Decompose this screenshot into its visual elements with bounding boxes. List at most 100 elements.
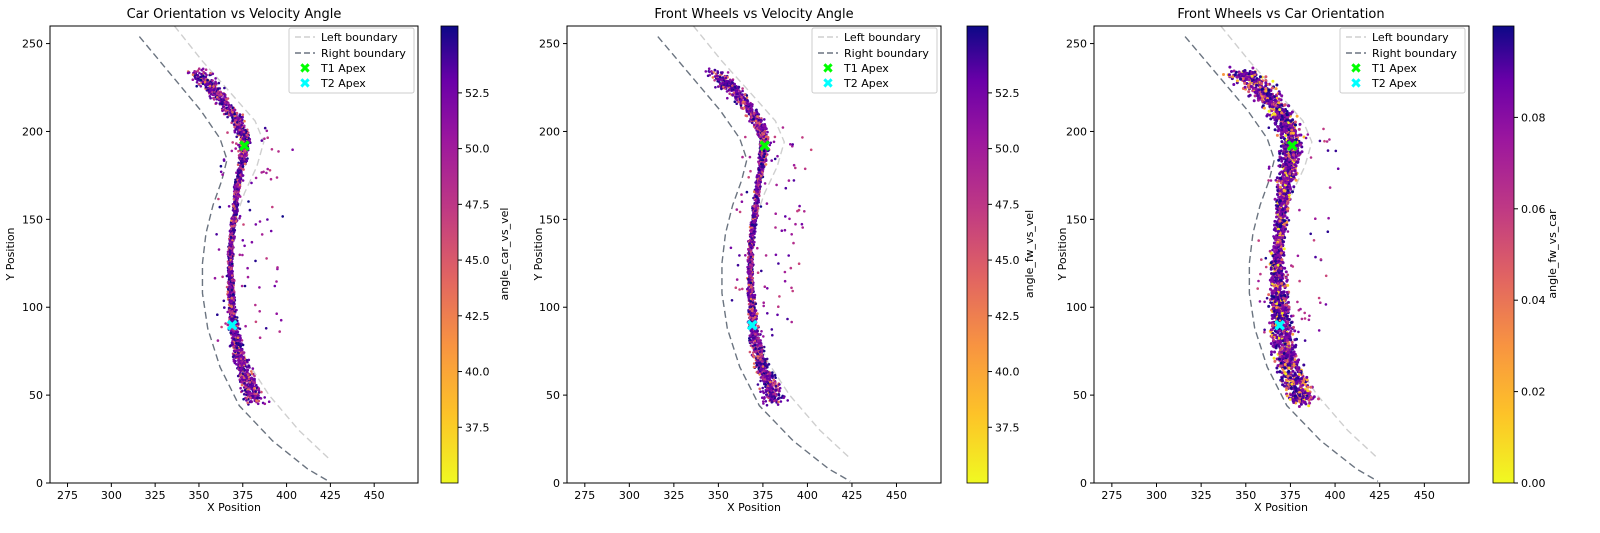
scatter-point (260, 139, 264, 142)
scatter-point (790, 233, 793, 236)
scatter-point (729, 246, 733, 250)
scatter-point (219, 164, 223, 168)
scatter-point (770, 374, 774, 378)
t1-apex-marker: ✖ (238, 137, 251, 156)
scatter-point (720, 87, 723, 91)
scatter-point (753, 227, 757, 230)
y-tick-label: 100 (539, 301, 560, 314)
scatter-point (745, 190, 749, 194)
chart-title: Front Wheels vs Velocity Angle (654, 7, 853, 22)
scatter-point (237, 359, 240, 362)
scatter-point (769, 380, 772, 384)
colorbar-tick-label: 45.0 (995, 254, 1020, 267)
scatter-point (787, 179, 791, 182)
scatter-point (757, 174, 761, 178)
scatter-point (730, 299, 734, 302)
scatter-point (236, 336, 240, 340)
scatter-point (235, 205, 238, 208)
scatter-point (753, 219, 756, 222)
scatter-point (281, 215, 285, 218)
scatter-point (759, 205, 763, 208)
scatter-point (765, 371, 768, 375)
scatter-point (748, 263, 752, 267)
scatter-point (756, 131, 760, 134)
scatter-point (774, 212, 777, 215)
y-tick-label: 200 (539, 125, 560, 138)
scatter-point (246, 131, 250, 134)
scatter-point (242, 130, 246, 134)
scatter-point (775, 401, 778, 404)
scatter-point (239, 166, 242, 170)
scatter-point (243, 382, 246, 385)
scatter-point (230, 245, 233, 248)
legend-t2-apex-marker: ✖ (822, 76, 834, 92)
scatter-point (241, 167, 245, 171)
scatter-point (231, 110, 234, 114)
scatter-point (743, 93, 747, 96)
scatter-point (753, 323, 757, 326)
scatter-point (225, 274, 229, 278)
scatter-point (756, 190, 759, 194)
scatter-point (205, 82, 209, 85)
scatter-point (208, 95, 212, 98)
scatter-point (789, 266, 793, 270)
scatter-point (800, 222, 804, 226)
scatter-point (773, 381, 777, 385)
scatter-point (232, 301, 236, 304)
scatter-point (229, 320, 233, 324)
scatter-point (250, 387, 253, 391)
scatter-point (756, 124, 759, 127)
scatter-point (1291, 332, 1295, 336)
scatter-point (748, 316, 751, 320)
scatter-point (236, 326, 239, 330)
scatter-point (264, 327, 268, 330)
scatter-point (235, 308, 238, 312)
scatter-point (245, 145, 248, 149)
scatter-point (1292, 185, 1296, 189)
scatter-point (786, 399, 789, 402)
scatter-point (738, 210, 742, 214)
scatter-point (227, 303, 231, 307)
scatter-point (221, 275, 224, 279)
scatter-point (240, 361, 243, 364)
scatter-point (759, 379, 762, 383)
scatter-point (228, 239, 232, 242)
x-tick-label: 350 (188, 489, 209, 502)
colorbar-tick-label: 47.5 (995, 198, 1020, 211)
scatter-point (249, 141, 252, 144)
scatter-point (234, 202, 237, 206)
colorbar-tick-label: 52.5 (465, 87, 490, 100)
scatter-point (766, 365, 769, 369)
scatter-point (243, 244, 246, 248)
scatter-point (193, 76, 197, 79)
scatter-point (752, 351, 755, 354)
scatter-point (242, 361, 246, 365)
scatter-point (751, 309, 754, 313)
scatter-point (231, 321, 235, 325)
scatter-point (745, 106, 748, 110)
scatter-point (217, 97, 221, 101)
scatter-point (208, 90, 211, 94)
scatter-point (761, 132, 765, 136)
scatter-point (774, 398, 778, 402)
scatter-point (748, 334, 752, 338)
scatter-point (748, 269, 751, 272)
scatter-point (704, 70, 708, 73)
scatter-point (260, 233, 264, 236)
scatter-point (763, 285, 767, 289)
scatter-point (234, 359, 237, 363)
scatter-point (239, 367, 243, 371)
scatter-point (228, 253, 232, 256)
scatter-point (760, 344, 763, 347)
scatter-point (257, 389, 261, 392)
scatter-point (248, 208, 252, 212)
scatter-point (269, 177, 273, 181)
scatter-point (271, 205, 274, 209)
scatter-point (222, 92, 225, 96)
x-axis-label: X Position (727, 501, 781, 514)
scatter-point (226, 107, 230, 111)
scatter-point (776, 397, 780, 401)
scatter-point (762, 391, 766, 395)
scatter-point (779, 400, 783, 403)
scatter-point (748, 119, 751, 123)
